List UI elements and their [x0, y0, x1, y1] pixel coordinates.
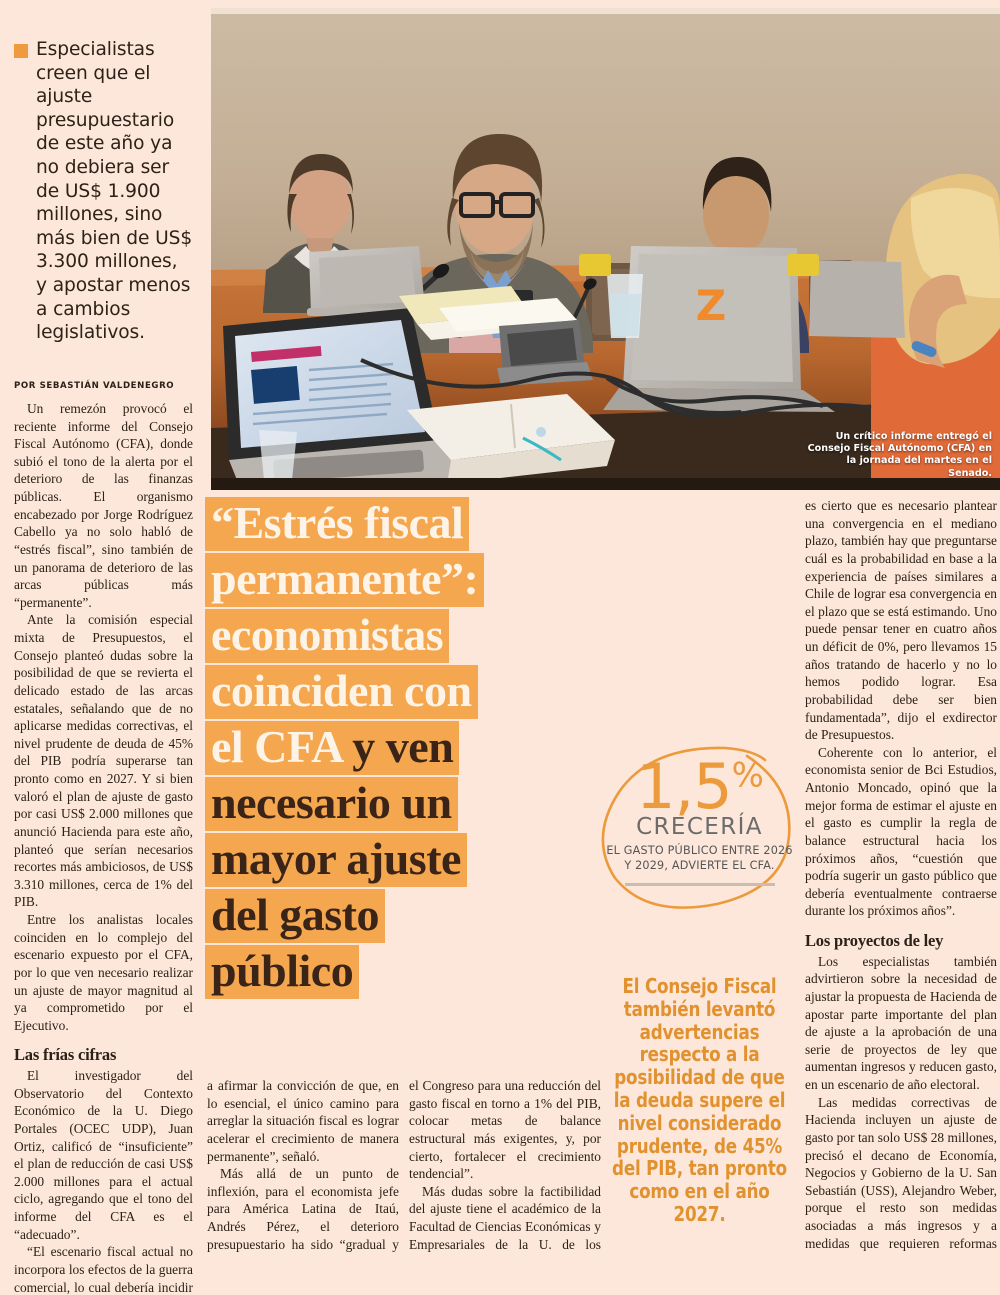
infographic-subtext: EL GASTO PÚBLICO ENTRE 2026 Y 2029, ADVI… — [606, 844, 793, 872]
kicker-block: Especialistas creen que el ajuste presup… — [14, 38, 193, 345]
article-photo: Z — [211, 8, 1000, 490]
headline-line: el CFA y ven — [205, 721, 460, 775]
paragraph: El investigador del Observatorio del Con… — [14, 1068, 193, 1242]
paragraph: Coherente con lo anterior, el economista… — [805, 744, 997, 919]
headline-segment-light: el CFA — [211, 721, 353, 772]
headline-line: mayor ajuste — [205, 833, 467, 887]
infographic-percent: % — [731, 755, 764, 796]
section-subhead: Los proyectos de ley — [805, 931, 944, 950]
page-title: “Estrés fiscal permanente”: economistas … — [205, 497, 605, 1001]
photo-illustration: Z — [211, 8, 1000, 490]
paragraph: Más allá de un punto de inflexión, para … — [207, 1166, 399, 1252]
headline-line: coinciden con — [205, 665, 478, 719]
paragraph: a afirmar la convicción de que, en lo es… — [207, 1078, 399, 1164]
paragraph: Entre los analistas locales coinciden en… — [14, 912, 193, 1033]
bottom-column-1: a afirmar la convicción de que, en lo es… — [207, 1077, 399, 1252]
bottom-column-2: el Congreso para una reducción del gasto… — [409, 1077, 601, 1252]
headline-line: economistas — [205, 609, 450, 663]
headline-line: público — [205, 945, 360, 999]
right-column-body: es cierto que es necesario plantear una … — [805, 497, 997, 1251]
paragraph: Ante la comisión especial mixta de Presu… — [14, 612, 193, 910]
infographic-value: 1,5 — [636, 750, 733, 823]
headline-segment-dark: y ven — [352, 721, 454, 772]
paragraph: Más dudas sobre la factibilidad del ajus… — [409, 1183, 601, 1252]
paragraph: Las medidas correctivas de Hacienda incl… — [805, 1094, 997, 1251]
kicker-text: Especialistas creen que el ajuste presup… — [36, 39, 193, 344]
left-column-body: Un remezón provocó el reciente informe d… — [14, 400, 193, 1295]
byline: POR SEBASTIÁN VALDENEGRO — [14, 380, 175, 391]
infographic-number: 1,5% — [597, 742, 802, 818]
pull-quote: El Consejo Fiscal también levantó advert… — [612, 974, 787, 1226]
left-rail: Especialistas creen que el ajuste presup… — [0, 0, 205, 1295]
infographic-word: CRECERÍA — [636, 814, 763, 840]
infographic-stat: 1,5% CRECERÍA EL GASTO PÚBLICO ENTRE 202… — [597, 742, 802, 922]
paragraph: el Congreso para una reducción del gasto… — [409, 1078, 601, 1182]
hand-drawn-circle-icon — [601, 746, 791, 909]
paragraph: Los especialistas también advirtieron so… — [805, 953, 997, 1093]
photo-caption: Un crítico informe entregó el Consejo Fi… — [807, 430, 992, 479]
svg-text:Z: Z — [696, 281, 726, 330]
bullet-square-icon — [14, 44, 28, 58]
infographic-divider — [624, 883, 775, 887]
section-subhead: Las frías cifras — [14, 1045, 117, 1065]
headline-line: permanente”: — [205, 553, 485, 607]
headline-line: “Estrés fiscal — [205, 497, 470, 551]
headline-line: del gasto — [205, 889, 385, 943]
paragraph: “El escenario fiscal actual no incorpora… — [14, 1244, 193, 1295]
paragraph: Un remezón provocó el reciente informe d… — [14, 400, 193, 610]
headline-line: necesario un — [205, 777, 458, 831]
paragraph: es cierto que es necesario plantear una … — [805, 498, 997, 743]
